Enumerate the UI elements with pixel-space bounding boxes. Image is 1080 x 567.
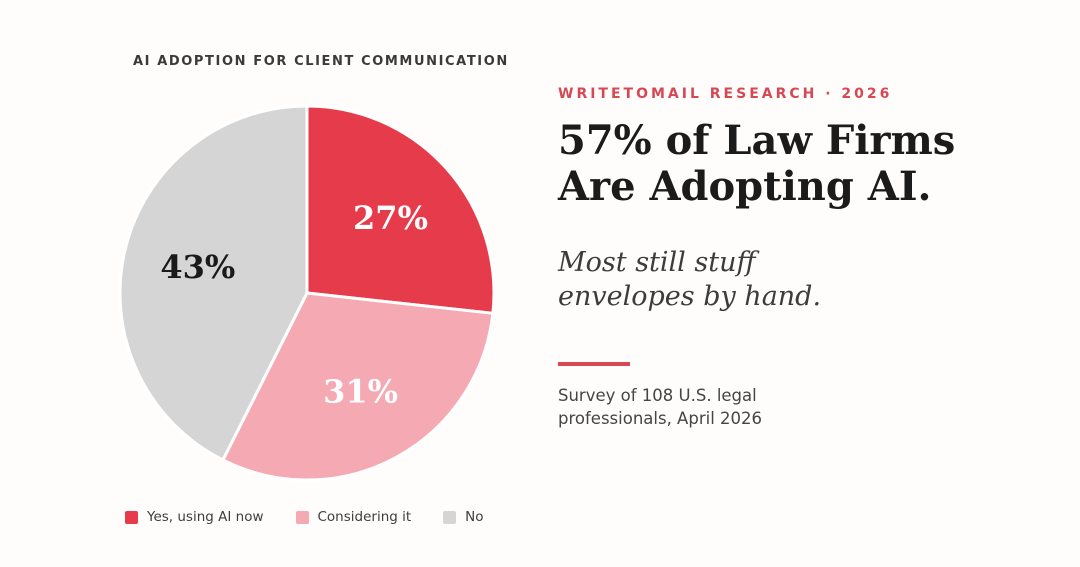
headline: 57% of Law Firms Are Adopting AI. xyxy=(558,117,956,210)
legend-item-2: Considering it xyxy=(295,509,412,525)
legend-label-3: No xyxy=(465,509,484,525)
subheadline: Most still stuff envelopes by hand. xyxy=(558,247,822,312)
legend-swatch-1 xyxy=(125,510,138,524)
chart-legend: Yes, using AI now Considering it No xyxy=(125,509,484,525)
legend-swatch-3 xyxy=(443,510,457,524)
pie-value-label-1: 27% xyxy=(353,199,428,237)
pie-chart: 27% 31% 43% xyxy=(118,104,496,482)
pie-slice-2 xyxy=(221,291,495,482)
pie-slice-1 xyxy=(305,104,496,315)
legend-label-2: Considering it xyxy=(317,509,412,525)
accent-divider xyxy=(558,362,630,366)
chart-title: AI ADOPTION FOR CLIENT COMMUNICATION xyxy=(133,54,509,69)
survey-caption: Survey of 108 U.S. legal professionals, … xyxy=(558,386,763,428)
eyebrow-source-label: WRITETOMAIL RESEARCH · 2026 xyxy=(558,86,893,102)
legend-item-3: No xyxy=(443,509,484,525)
legend-swatch-2 xyxy=(295,510,309,524)
pie-value-label-2: 31% xyxy=(323,373,398,411)
pie-slice-3 xyxy=(118,104,309,462)
legend-item-1: Yes, using AI now xyxy=(125,509,264,525)
legend-label-1: Yes, using AI now xyxy=(147,509,264,525)
pie-value-label-3: 43% xyxy=(160,248,235,286)
